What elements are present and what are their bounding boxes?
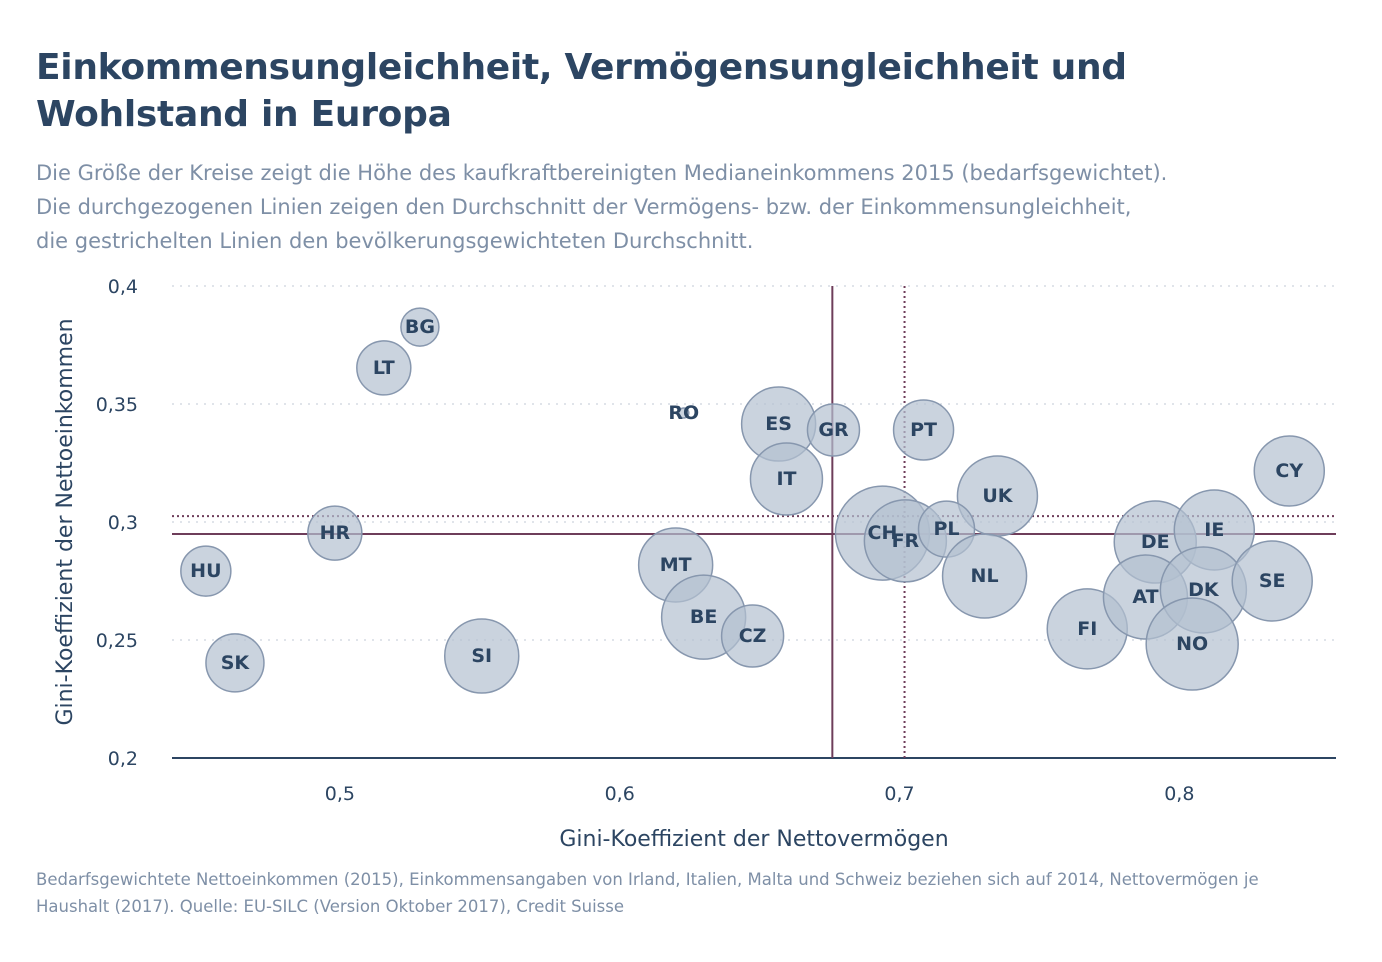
- bubble-si: [443, 618, 520, 694]
- x-tick-label: 0,5: [325, 783, 355, 805]
- x-tick-label: 0,8: [1164, 783, 1194, 805]
- bubble-label: CZ: [739, 625, 767, 647]
- bubble-label: BE: [690, 606, 717, 628]
- x-tick-label: 0,7: [884, 783, 914, 805]
- x-tick-label: 0,6: [605, 783, 635, 805]
- bubble-label: AT: [1132, 586, 1158, 608]
- chart-title: Einkommensungleichheit, Vermögensungleic…: [36, 47, 1127, 135]
- y-tick-label: 0,25: [96, 630, 138, 652]
- bubble-cz: [720, 604, 785, 668]
- bubble-label: FR: [892, 530, 920, 552]
- subtitle-line: Die Größe der Kreise zeigt die Höhe des …: [36, 161, 1168, 185]
- bubble-label: SI: [471, 645, 492, 667]
- bubble-hu: [180, 545, 232, 597]
- footnote: Bedarfsgewichtete Nettoeinkommen (2015),…: [36, 870, 1259, 916]
- bubble-label: NO: [1176, 633, 1208, 655]
- bubble-ro: [678, 407, 690, 419]
- bubble-label: LT: [373, 357, 395, 379]
- bubble-label: IT: [776, 468, 796, 490]
- bubble-bg: [400, 307, 440, 347]
- bubble-label: DK: [1188, 579, 1220, 601]
- bubble-label: UK: [982, 485, 1013, 507]
- bubble-cy: [1253, 435, 1326, 507]
- bubble-label: IE: [1204, 519, 1224, 541]
- bubble-label: MT: [660, 554, 692, 576]
- bubble-label: HR: [320, 522, 351, 544]
- bubble-label: NL: [971, 565, 999, 587]
- bubble-no: [1145, 597, 1239, 691]
- bubble-label: CY: [1275, 460, 1303, 482]
- bubble-nl: [941, 533, 1028, 619]
- y-tick-label: 0,3: [108, 512, 138, 534]
- y-tick-label: 0,2: [108, 748, 138, 770]
- bubble-label: SE: [1259, 570, 1286, 592]
- bubble-hr: [307, 505, 363, 561]
- bubble-label: FI: [1077, 618, 1097, 640]
- bubble-label: HU: [190, 560, 221, 582]
- subtitle-line: die gestrichelten Linien den bevölkerung…: [36, 229, 754, 253]
- x-axis-label: Gini-Koeffizient der Nettovermögen: [559, 827, 948, 852]
- chart-subtitle: Die Größe der Kreise zeigt die Höhe des …: [36, 156, 1336, 258]
- bubble-label: PL: [933, 518, 959, 540]
- bubble-label: BG: [405, 316, 435, 338]
- bubble-label: GR: [818, 419, 849, 441]
- bubble-label: CH: [868, 522, 898, 544]
- bubble-label: ES: [765, 413, 792, 435]
- bubble-label: RO: [668, 402, 699, 424]
- bubble-label: DE: [1141, 531, 1170, 553]
- bubble-pt: [892, 399, 955, 461]
- bubble-label: SK: [221, 652, 251, 674]
- y-tick-label: 0,35: [96, 394, 138, 416]
- subtitle-line: Die durchgezogenen Linien zeigen den Dur…: [36, 195, 1132, 219]
- bubble-lt: [356, 340, 412, 396]
- bubble-it: [749, 442, 824, 516]
- y-axis-label: Gini-Koeffizient der Nettoeinkommen: [53, 318, 78, 725]
- y-tick-label: 0,4: [108, 276, 138, 298]
- bubble-se: [1231, 540, 1313, 622]
- bubble-sk: [205, 633, 265, 693]
- bubble-label: PT: [910, 419, 937, 441]
- bubble-gr: [806, 403, 861, 457]
